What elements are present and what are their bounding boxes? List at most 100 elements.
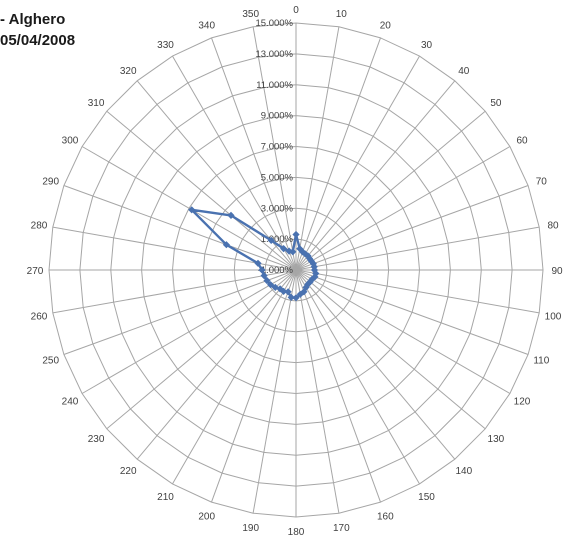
angle-label: 340 <box>198 21 215 32</box>
grid-spoke <box>295 269 381 503</box>
data-point-marker <box>307 257 315 265</box>
grid-spoke <box>295 269 340 514</box>
data-point-marker <box>296 290 304 298</box>
grid-spoke <box>295 269 511 394</box>
grid-spoke <box>252 26 297 271</box>
grid-spoke <box>295 110 486 271</box>
radial-tick-label: 1.000% <box>261 234 294 245</box>
data-point-marker <box>306 278 314 286</box>
series-layer <box>188 206 320 302</box>
chart-title-line-2: 05/04/2008 <box>0 32 76 49</box>
chart-title-line-1: - Alghero <box>0 11 66 28</box>
data-point-marker <box>276 285 284 293</box>
radial-tick-label: 13.000% <box>255 49 293 60</box>
angle-labels: 0 10 20 30 40 50 60 70 80 90 100 110 120 130 140 150 160… <box>27 5 563 538</box>
radial-tick-label: 5.000% <box>261 172 294 183</box>
data-point-marker <box>311 273 319 281</box>
grid-spokes <box>49 23 543 517</box>
radial-tick-label: 15.000% <box>255 18 293 29</box>
angle-label: 20 <box>380 21 392 32</box>
data-point-marker <box>309 260 317 268</box>
data-point-marker <box>258 266 266 274</box>
angle-label: 240 <box>62 397 79 408</box>
angle-label: 180 <box>288 527 305 535</box>
data-point-marker <box>304 252 312 260</box>
radial-tick-label: 11.000% <box>256 80 293 91</box>
angle-label: 310 <box>88 98 105 109</box>
data-point-marker <box>271 283 279 291</box>
angle-label: 130 <box>488 434 505 445</box>
angle-label: 150 <box>418 492 435 503</box>
grid-spoke <box>295 37 381 271</box>
data-point-marker <box>280 245 288 253</box>
angle-label: 190 <box>242 523 259 534</box>
grid-spoke <box>63 269 297 355</box>
angle-label: 260 <box>31 311 48 322</box>
grid-spoke <box>295 269 456 460</box>
data-point-marker <box>289 248 297 256</box>
angle-label: 0 <box>293 5 299 16</box>
angle-label: 160 <box>377 511 394 522</box>
grid-spoke <box>52 269 297 314</box>
grid-spoke <box>252 269 297 514</box>
radial-tick-label: 7.000% <box>261 142 294 153</box>
grid-spoke <box>211 269 297 503</box>
grid-spoke <box>81 269 297 394</box>
data-point-marker <box>301 250 309 258</box>
grid-spoke <box>295 146 511 271</box>
angle-label: 330 <box>157 40 174 51</box>
grid-spoke <box>172 269 297 485</box>
angle-label: 90 <box>551 266 563 277</box>
grid-spoke <box>295 269 420 485</box>
data-point-marker <box>188 206 196 214</box>
angle-label: 60 <box>516 136 528 147</box>
angle-label: 50 <box>490 98 502 109</box>
grid-spoke <box>63 185 297 271</box>
angle-label: 70 <box>536 177 548 188</box>
grid-spoke <box>106 110 297 271</box>
angle-label: 40 <box>458 66 470 77</box>
data-point-marker <box>299 248 307 256</box>
angle-label: 210 <box>157 492 174 503</box>
grid-spoke <box>172 55 297 271</box>
angle-label: 100 <box>545 311 562 322</box>
data-point-marker <box>284 288 292 296</box>
data-point-marker <box>296 245 304 253</box>
grid-spoke <box>295 226 540 271</box>
radial-tick-labels: -1.000% 1.000% 3.000% 5.000% 7.000% 9.000% 11.… <box>255 18 293 276</box>
angle-label: 250 <box>42 355 59 366</box>
angle-label: 290 <box>42 177 59 188</box>
data-point-marker <box>222 241 230 249</box>
angle-label: 270 <box>27 266 44 277</box>
grid-spoke <box>295 269 529 355</box>
radial-tick-label: 3.000% <box>261 203 294 214</box>
grid-spoke <box>106 269 297 430</box>
radial-tick-label: 9.000% <box>261 111 294 122</box>
data-point-marker <box>260 272 268 280</box>
grid-spoke <box>136 269 297 460</box>
angle-label: 140 <box>455 466 472 477</box>
grid-spoke <box>295 26 340 271</box>
grid-spoke <box>295 269 540 314</box>
data-point-marker <box>267 281 275 289</box>
data-point-marker <box>267 236 275 244</box>
grid-spoke <box>211 37 297 271</box>
angle-label: 170 <box>333 523 350 534</box>
grid-spoke <box>295 55 420 271</box>
angle-label: 230 <box>88 434 105 445</box>
grid-spoke <box>295 185 529 271</box>
angle-label: 200 <box>198 511 215 522</box>
data-point-marker <box>285 247 293 255</box>
angle-label: 120 <box>514 397 531 408</box>
angle-label: 10 <box>336 9 348 20</box>
angle-label: 280 <box>31 221 48 232</box>
radial-tick-label: -1.000% <box>258 265 294 276</box>
grid-spoke <box>81 146 297 271</box>
angle-label: 220 <box>120 466 137 477</box>
angle-label: 300 <box>62 136 79 147</box>
grid-spoke <box>295 269 486 430</box>
angle-label: 30 <box>421 40 433 51</box>
data-point-marker <box>263 277 271 285</box>
